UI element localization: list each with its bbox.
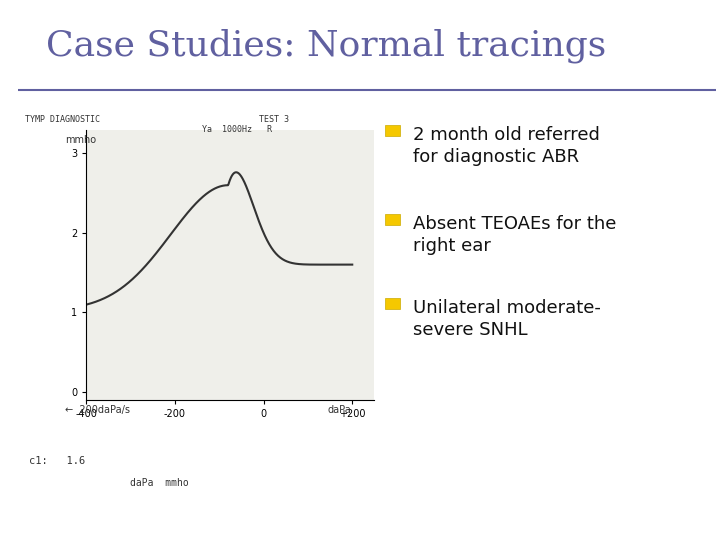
Text: 2 month old referred
for diagnostic ABR: 2 month old referred for diagnostic ABR <box>413 126 600 166</box>
Text: daPa: daPa <box>328 405 351 415</box>
Text: c1:   1.6: c1: 1.6 <box>29 456 85 467</box>
Text: ←  200daPa/s: ← 200daPa/s <box>65 405 130 415</box>
Text: TYMP DIAGNOSTIC: TYMP DIAGNOSTIC <box>25 114 100 124</box>
Text: daPa  mmho: daPa mmho <box>130 478 189 488</box>
Text: mmho: mmho <box>65 135 96 145</box>
Text: TEST 3: TEST 3 <box>259 114 289 124</box>
Text: Case Studies: Normal tracings: Case Studies: Normal tracings <box>46 28 606 63</box>
Text: Absent TEOAEs for the
right ear: Absent TEOAEs for the right ear <box>413 215 616 255</box>
Text: Unilateral moderate-
severe SNHL: Unilateral moderate- severe SNHL <box>413 299 600 339</box>
Text: Ya  1000Hz   R: Ya 1000Hz R <box>202 125 271 134</box>
